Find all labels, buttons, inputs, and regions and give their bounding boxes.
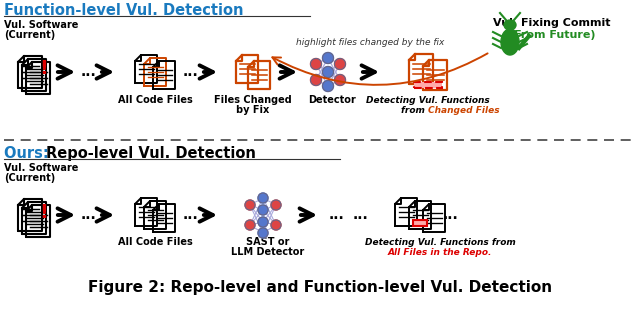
- Ellipse shape: [501, 29, 519, 55]
- Text: Files Changed: Files Changed: [214, 95, 292, 105]
- Circle shape: [323, 53, 333, 63]
- Polygon shape: [22, 202, 46, 234]
- Polygon shape: [423, 204, 445, 232]
- Text: Detecting Vul. Functions: Detecting Vul. Functions: [366, 96, 490, 105]
- Text: All Code Files: All Code Files: [118, 237, 193, 247]
- Polygon shape: [18, 199, 42, 231]
- Polygon shape: [18, 56, 42, 88]
- Polygon shape: [409, 54, 433, 84]
- Polygon shape: [22, 59, 46, 91]
- Text: Repo-level Vul. Detection: Repo-level Vul. Detection: [46, 146, 256, 161]
- Circle shape: [323, 81, 333, 92]
- Text: Detector: Detector: [308, 95, 356, 105]
- Polygon shape: [26, 62, 50, 94]
- Text: by Fix: by Fix: [236, 105, 269, 115]
- Text: ...: ...: [80, 65, 96, 79]
- Text: LLM Detector: LLM Detector: [232, 247, 305, 257]
- Text: (Current): (Current): [4, 30, 55, 40]
- Text: Detecting Vul. Functions from: Detecting Vul. Functions from: [365, 238, 515, 247]
- Text: !: !: [40, 202, 49, 222]
- Polygon shape: [153, 61, 175, 89]
- Polygon shape: [144, 201, 166, 229]
- Text: Vul. Software: Vul. Software: [4, 163, 78, 173]
- Circle shape: [258, 228, 268, 238]
- Circle shape: [335, 74, 346, 85]
- Polygon shape: [248, 61, 270, 89]
- Ellipse shape: [504, 20, 516, 30]
- Text: Ours:: Ours:: [4, 146, 54, 161]
- Text: SAST or: SAST or: [246, 237, 290, 247]
- Polygon shape: [135, 198, 157, 226]
- Text: ...: ...: [352, 208, 368, 222]
- Text: ...: ...: [328, 208, 344, 222]
- FancyBboxPatch shape: [414, 82, 442, 88]
- Text: (From Future): (From Future): [509, 30, 595, 40]
- Text: Vul. Fixing Commit: Vul. Fixing Commit: [493, 18, 611, 28]
- Text: ...: ...: [80, 208, 96, 222]
- Circle shape: [245, 220, 255, 230]
- Text: Vul. Software: Vul. Software: [4, 20, 78, 30]
- FancyArrowPatch shape: [273, 53, 488, 85]
- Text: ...: ...: [183, 65, 199, 79]
- Polygon shape: [236, 55, 258, 83]
- Text: Figure 2: Repo-level and Function-level Vul. Detection: Figure 2: Repo-level and Function-level …: [88, 280, 552, 295]
- Text: ...: ...: [442, 208, 458, 222]
- Circle shape: [258, 193, 268, 203]
- Text: All Files in the Repo.: All Files in the Repo.: [388, 248, 492, 257]
- Polygon shape: [409, 201, 431, 229]
- Circle shape: [335, 58, 346, 70]
- Circle shape: [258, 205, 268, 215]
- Circle shape: [310, 74, 321, 85]
- Polygon shape: [423, 60, 447, 90]
- Circle shape: [310, 58, 321, 70]
- Circle shape: [271, 220, 281, 230]
- Text: Function-level Vul. Detection: Function-level Vul. Detection: [4, 3, 243, 18]
- Polygon shape: [135, 55, 157, 83]
- Text: !: !: [40, 59, 49, 79]
- Text: All Code Files: All Code Files: [118, 95, 193, 105]
- Text: (Current): (Current): [4, 173, 55, 183]
- FancyBboxPatch shape: [413, 220, 427, 226]
- Circle shape: [245, 200, 255, 210]
- Polygon shape: [395, 198, 417, 226]
- Text: from: from: [401, 106, 428, 115]
- Circle shape: [258, 217, 268, 227]
- Text: highlight files changed by the fix: highlight files changed by the fix: [296, 38, 444, 47]
- Polygon shape: [26, 205, 50, 237]
- Text: Changed Files: Changed Files: [428, 106, 500, 115]
- Text: ...: ...: [183, 208, 199, 222]
- Circle shape: [271, 200, 281, 210]
- Circle shape: [323, 67, 333, 77]
- Polygon shape: [153, 204, 175, 232]
- Polygon shape: [144, 58, 166, 86]
